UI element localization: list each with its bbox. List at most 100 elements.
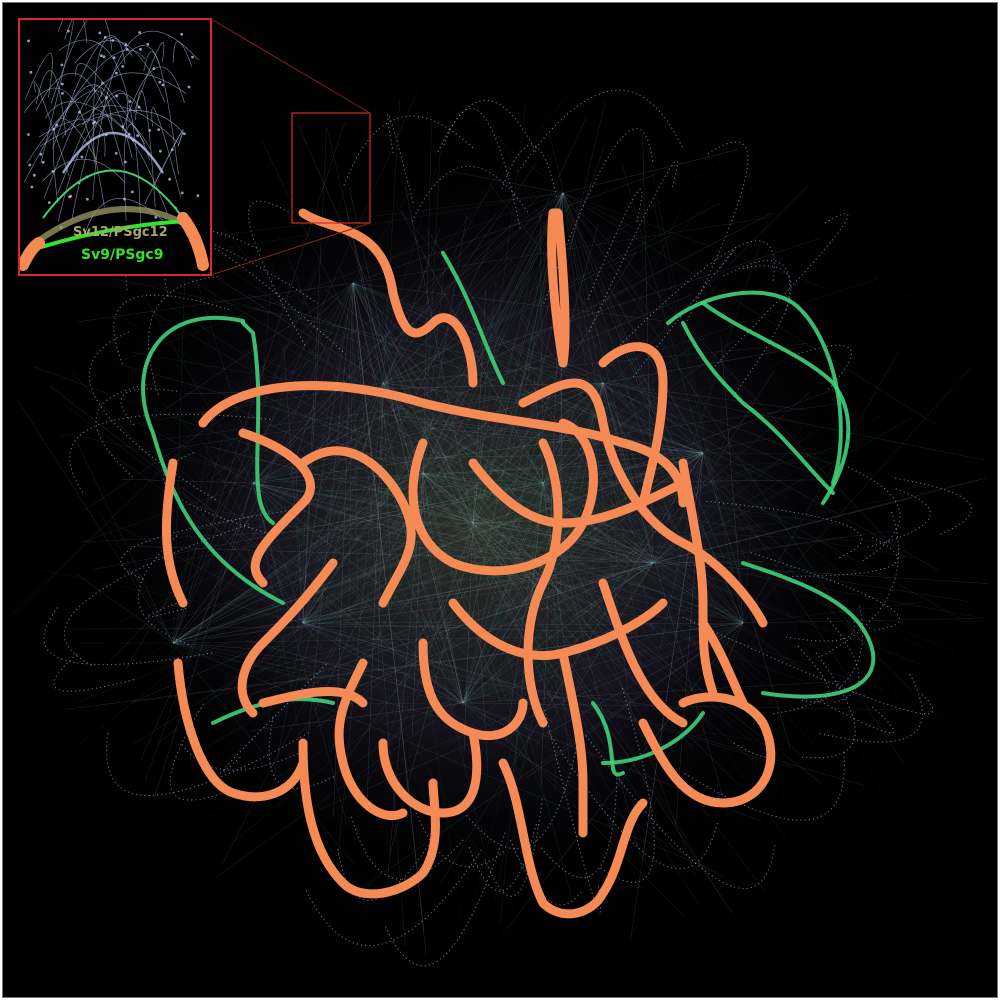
background-edge (349, 622, 744, 897)
background-edge (313, 482, 544, 528)
background-edge (472, 289, 486, 524)
peripheral-chain (600, 685, 655, 883)
background-edge (422, 472, 576, 726)
background-edge (702, 413, 752, 454)
background-edge (172, 383, 850, 644)
background-edge (302, 417, 436, 624)
background-edge (397, 482, 544, 496)
background-edge (553, 186, 704, 454)
background-edge (252, 482, 553, 723)
background-edge (652, 562, 801, 668)
peripheral-chain (484, 796, 544, 897)
background-edge (181, 236, 744, 624)
background-edge (659, 452, 704, 649)
inset-node (32, 173, 36, 177)
peripheral-chain (586, 188, 643, 303)
background-edge (302, 622, 322, 646)
peripheral-chain (542, 128, 654, 305)
inset-node (112, 56, 116, 60)
background-edge (422, 472, 923, 666)
main-path-segment (558, 648, 588, 838)
background-edge (427, 531, 654, 564)
background-edge (542, 482, 785, 799)
background-edge (462, 493, 692, 704)
background-edge (524, 562, 654, 695)
main-path-segment (298, 738, 440, 899)
background-edge (467, 338, 544, 484)
background-edge (261, 140, 424, 474)
background-edge (742, 351, 899, 624)
background-edge (132, 482, 544, 746)
inset-node (27, 39, 30, 43)
inset-node (60, 82, 64, 86)
background-edge (532, 388, 704, 454)
inset-background-edge (93, 37, 134, 165)
background-edge (235, 407, 474, 524)
background-edge (302, 570, 577, 624)
background-edge (259, 393, 424, 474)
background-edge (352, 282, 394, 462)
background-edge (610, 525, 744, 624)
inset-main-path (19, 212, 209, 271)
inset-node (158, 80, 162, 84)
secondary-path-segment (241, 321, 275, 525)
peripheral-chain (867, 488, 931, 548)
peripheral-chain (517, 89, 683, 172)
background-edge (97, 509, 174, 644)
background-edge (382, 382, 501, 702)
background-edge (49, 385, 464, 704)
peripheral-chain (797, 645, 830, 703)
background-edge (422, 143, 441, 474)
main-path-segment (678, 458, 718, 698)
background-edge (172, 485, 379, 644)
background-edge (290, 382, 384, 705)
background-edge (73, 436, 174, 644)
background-edge (446, 522, 474, 633)
background-edge (382, 234, 673, 384)
background-edge (153, 482, 254, 799)
background-edge (352, 234, 429, 284)
background-edge (252, 482, 381, 527)
inset-node (125, 48, 129, 51)
background-edge (462, 568, 734, 704)
inset-node (170, 148, 174, 152)
background-edge (462, 599, 757, 704)
background-edge (450, 192, 564, 364)
graph-canvas: Sv12/PSgc12 Sv9/PSgc9 (11, 18, 989, 967)
background-edge (702, 452, 874, 601)
background-edge (472, 281, 496, 524)
background-edge (352, 282, 427, 432)
background-edge (652, 477, 987, 564)
background-edge (252, 482, 800, 519)
background-edge (378, 382, 384, 672)
background-edge (325, 482, 544, 514)
inset-sv9-path (37, 219, 189, 250)
inset-background-edge (143, 51, 179, 175)
inset-background-edge (91, 90, 128, 135)
background-edge (422, 458, 744, 624)
peripheral-chain (411, 165, 529, 222)
background-edge (549, 135, 654, 564)
background-edge (158, 192, 564, 243)
background-edge (154, 382, 604, 441)
background-edge (462, 599, 713, 704)
main-path-segment (298, 208, 478, 388)
background-edge (252, 148, 739, 484)
peripheral-chain (791, 344, 852, 390)
background-edge (172, 559, 412, 644)
inset-node (187, 85, 191, 89)
background-edge (172, 101, 379, 644)
background-edge (562, 192, 905, 559)
background-edge (562, 192, 670, 465)
background-edge (252, 432, 624, 484)
background-edge (302, 622, 794, 769)
background-edge (652, 370, 775, 564)
background-edge (382, 343, 809, 384)
background-edge (302, 368, 536, 624)
background-edge (131, 452, 704, 703)
peripheral-chain (248, 200, 306, 347)
background-edge (562, 192, 654, 635)
background-edge (172, 642, 253, 650)
background-edge (302, 316, 321, 624)
background-edge (352, 282, 627, 644)
